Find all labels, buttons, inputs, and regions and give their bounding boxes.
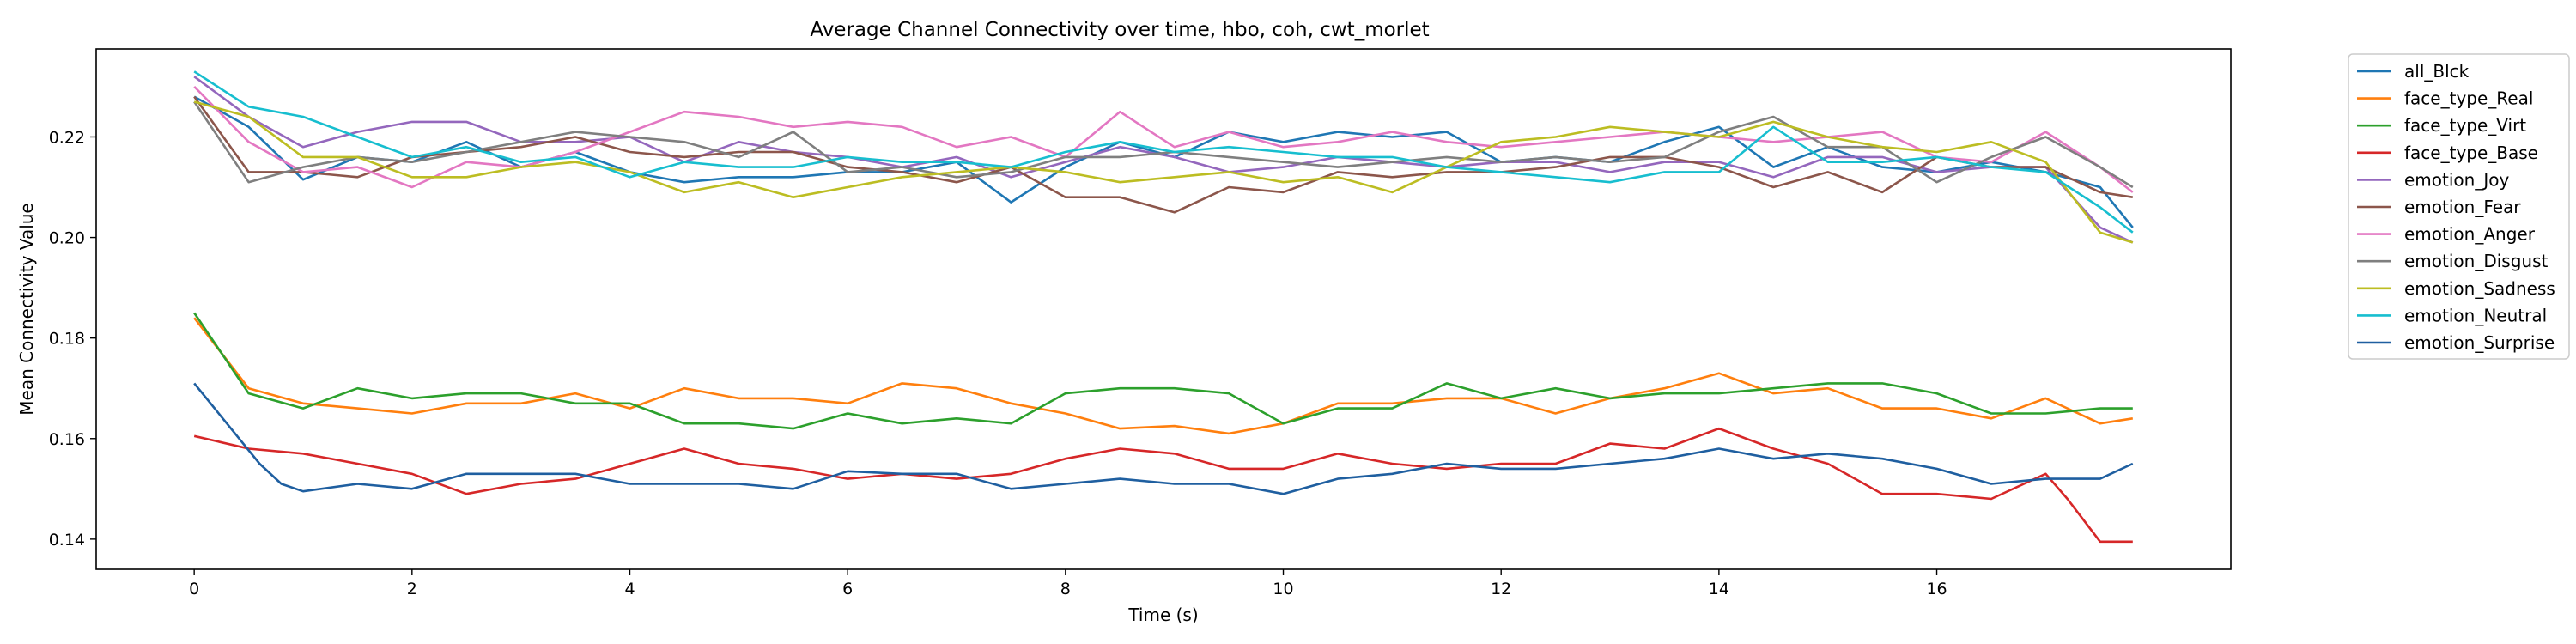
series-line-emotion_Neutral: [193, 70, 2134, 234]
y-tick-label: 0.18: [49, 330, 85, 349]
legend-label: emotion_Neutral: [2404, 305, 2547, 325]
legend-label: all_Blck: [2404, 61, 2470, 82]
y-tick-label: 0.16: [49, 430, 85, 449]
legend-label: emotion_Anger: [2404, 224, 2536, 245]
legend-label: face_type_Real: [2404, 88, 2533, 109]
x-tick-label: 2: [407, 580, 417, 598]
legend-label: emotion_Fear: [2404, 197, 2521, 217]
legend-label: emotion_Sadness: [2404, 278, 2555, 299]
series-line-face_type_Real: [193, 317, 2133, 435]
x-tick-label: 0: [189, 580, 199, 598]
legend: all_Blck face_type_Real face_type_Virtface…: [2348, 53, 2570, 360]
legend-box: [2348, 53, 2570, 360]
legend-label: face_type_Virt: [2404, 115, 2526, 136]
legend-label: face_type_Base: [2404, 143, 2538, 163]
x-tick-label: 12: [1491, 580, 1511, 598]
series-line-emotion_Surprise: [193, 382, 2134, 495]
y-tick-label: 0.22: [49, 128, 85, 147]
chart-title: Average Channel Connectivity over time, …: [810, 19, 1429, 41]
series-line-emotion_Joy: [193, 76, 2134, 244]
legend-label: emotion_Joy: [2404, 169, 2509, 190]
plot-area: [193, 70, 2134, 544]
x-axis: 0 2 4 6 8 10 12 14 16: [189, 569, 1947, 598]
series-line-emotion_Fear: [193, 95, 2133, 214]
legend-items: all_Blck face_type_Real face_type_Virtface…: [2357, 61, 2555, 353]
x-tick-label: 4: [624, 580, 635, 598]
series-line-face_type_Virt: [193, 312, 2133, 430]
x-tick-label: 8: [1060, 580, 1071, 598]
y-tick-label: 0.14: [49, 531, 85, 550]
plot-frame: [95, 48, 2232, 570]
legend-label: emotion_Disgust: [2404, 251, 2549, 271]
x-axis-label: Time (s): [1127, 605, 1198, 625]
series-line-face_type_Base: [193, 427, 2133, 544]
x-tick-label: 10: [1273, 580, 1293, 598]
y-axis-label: Mean Connectivity Value: [16, 203, 37, 415]
x-tick-label: 6: [842, 580, 853, 598]
x-tick-label: 14: [1709, 580, 1729, 598]
y-tick-label: 0.20: [49, 229, 85, 248]
x-tick-label: 16: [1926, 580, 1947, 598]
series-line-emotion_Sadness: [193, 100, 2134, 244]
y-axis: 0.14 0.16 0.18 0.20 0.22: [49, 128, 96, 550]
legend-label: emotion_Surprise: [2404, 332, 2555, 353]
